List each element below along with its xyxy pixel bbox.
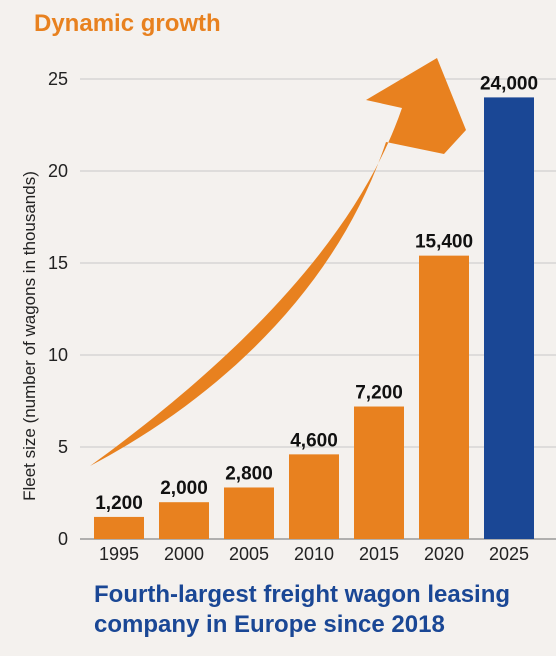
bar-2020 — [419, 255, 469, 539]
bar-2010 — [289, 454, 339, 539]
data-label: 1,200 — [95, 493, 143, 514]
x-ticks: 1995 2000 2005 2010 2015 2020 2025 — [99, 544, 529, 564]
y-tick-label: 0 — [58, 529, 68, 549]
data-label: 2,800 — [225, 463, 273, 484]
y-tick-label: 10 — [48, 345, 68, 365]
bar-2025 — [484, 97, 534, 540]
y-tick-label: 20 — [48, 161, 68, 181]
bars — [94, 97, 534, 540]
bar-1995 — [94, 516, 144, 539]
x-tick-label: 2025 — [489, 544, 529, 564]
data-label: 4,600 — [290, 430, 338, 451]
y-tick-label: 15 — [48, 253, 68, 273]
x-tick-label: 2000 — [164, 544, 204, 564]
data-label: 15,400 — [415, 232, 473, 253]
x-tick-label: 2005 — [229, 544, 269, 564]
chart-subtitle: Fourth-largest freight wagon leasing com… — [94, 581, 511, 638]
y-ticks: 0 5 10 15 20 25 — [48, 69, 68, 549]
bar-2005 — [224, 487, 274, 539]
chart-title: Dynamic growth — [34, 10, 221, 37]
bar-2000 — [159, 502, 209, 539]
data-labels: 1,200 2,000 2,800 4,600 7,200 15,400 24,000 — [95, 73, 538, 514]
y-tick-label: 25 — [48, 69, 68, 89]
data-label: 7,200 — [355, 383, 403, 404]
x-tick-label: 2020 — [424, 544, 464, 564]
data-label: 24,000 — [480, 73, 538, 94]
growth-arrow — [90, 58, 466, 466]
data-label: 2,000 — [160, 478, 208, 499]
x-tick-label: 2015 — [359, 544, 399, 564]
bar-2015 — [354, 406, 404, 539]
x-tick-label: 2010 — [294, 544, 334, 564]
y-tick-label: 5 — [58, 437, 68, 457]
x-tick-label: 1995 — [99, 544, 139, 564]
